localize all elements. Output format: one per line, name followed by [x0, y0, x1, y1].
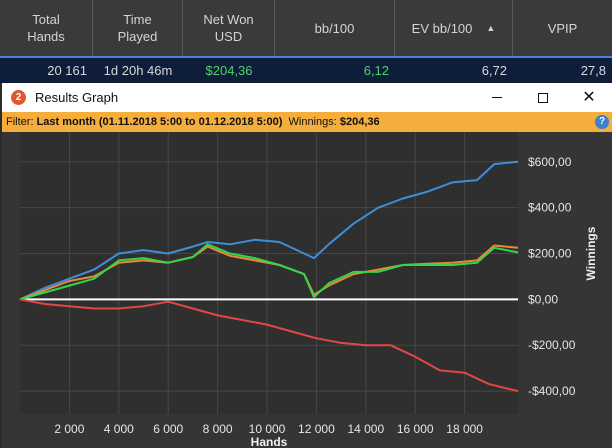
cell-bb100: 6,12	[363, 63, 389, 78]
y-tick-label: $400,00	[528, 201, 572, 215]
x-tick-label: 2 000	[54, 422, 84, 436]
window-titlebar[interactable]: 2 Results Graph ✕	[2, 83, 612, 112]
close-icon: ✕	[582, 88, 596, 106]
column-header-bb100[interactable]: bb/100	[275, 0, 395, 56]
sort-ascending-icon: ▲	[486, 22, 496, 33]
stats-header: Total Hands Time Played Net Won USD bb/1…	[0, 0, 612, 56]
y-tick-label: $200,00	[528, 247, 572, 261]
x-axis-title: Hands	[251, 435, 288, 448]
x-tick-label: 16 000	[397, 422, 434, 436]
winnings-label: Winnings:	[288, 116, 337, 128]
close-button[interactable]: ✕	[566, 83, 612, 112]
y-tick-label: $0,00	[528, 292, 558, 306]
window-title: Results Graph	[35, 90, 119, 105]
winnings-value: $204,36	[339, 116, 380, 128]
series-line-green	[19, 243, 519, 301]
x-tick-label: 18 000	[446, 422, 483, 436]
filter-value: Last month (01.11.2018 5:00 to 01.12.201…	[36, 116, 283, 128]
minimize-button[interactable]	[474, 83, 520, 112]
filter-bar[interactable]: Filter: Last month (01.11.2018 5:00 to 0…	[2, 112, 612, 132]
cell-net-won: $204,36	[205, 63, 253, 78]
stats-summary-row[interactable]: 20 161 1d 20h 46m $204,36 6,12 6,72 27,8	[0, 56, 612, 83]
cell-vpip: 27,8	[580, 63, 606, 78]
column-label: Net Won USD	[203, 12, 254, 44]
x-tick-label: 4 000	[104, 422, 134, 436]
series-line-red	[19, 298, 519, 393]
column-label: VPIP	[547, 20, 578, 36]
y-tick-label: -$400,00	[528, 384, 576, 398]
column-header-ev-bb100[interactable]: EV bb/100 ▲	[395, 0, 513, 56]
x-tick-label: 8 000	[203, 422, 233, 436]
column-label: EV bb/100	[411, 20, 473, 36]
app-logo-icon: 2	[11, 90, 26, 105]
filter-label: Filter:	[6, 116, 34, 128]
series-line-blue	[19, 160, 519, 301]
column-label: bb/100	[314, 20, 355, 36]
column-header-vpip[interactable]: VPIP	[513, 0, 612, 56]
cell-time-played: 1d 20h 46m	[103, 63, 173, 78]
x-tick-label: 12 000	[298, 422, 335, 436]
maximize-button[interactable]	[520, 83, 566, 112]
results-graph-window: 2 Results Graph ✕ Filter: Last month (01…	[2, 83, 612, 448]
x-tick-label: 6 000	[153, 422, 183, 436]
cell-total-hands: 20 161	[47, 63, 87, 78]
maximize-icon	[538, 92, 548, 103]
results-graph: 2 000 4 000 6 000 8 000 10 000 12 000 14 000 16…	[2, 132, 612, 448]
y-tick-label: -$200,00	[528, 338, 576, 352]
minimize-icon	[492, 97, 502, 98]
y-tick-label: $600,00	[528, 155, 572, 169]
x-tick-label: 14 000	[347, 422, 384, 436]
column-label: Time Played	[117, 12, 158, 44]
x-tick-label: 10 000	[249, 422, 286, 436]
cell-ev-bb100: 6,72	[481, 63, 507, 78]
results-chart: 2 000 4 000 6 000 8 000 10 000 12 000 14 000 16…	[19, 132, 598, 448]
y-axis-title: Winnings	[584, 226, 598, 280]
column-header-total-hands[interactable]: Total Hands	[0, 0, 93, 56]
column-label: Total Hands	[27, 12, 65, 44]
column-header-time-played[interactable]: Time Played	[93, 0, 183, 56]
column-header-net-won[interactable]: Net Won USD	[183, 0, 275, 56]
help-icon[interactable]: ?	[595, 115, 609, 129]
